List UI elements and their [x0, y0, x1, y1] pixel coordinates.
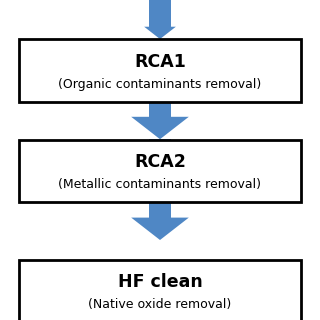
Polygon shape [149, 139, 171, 218]
Text: (Organic contaminants removal): (Organic contaminants removal) [58, 78, 262, 91]
Polygon shape [131, 218, 189, 240]
Text: (Metallic contaminants removal): (Metallic contaminants removal) [59, 179, 261, 191]
FancyBboxPatch shape [19, 260, 301, 320]
Polygon shape [131, 117, 189, 139]
FancyBboxPatch shape [19, 140, 301, 202]
Text: HF clean: HF clean [118, 274, 202, 292]
Text: RCA2: RCA2 [134, 154, 186, 172]
Polygon shape [144, 27, 176, 39]
Text: (Native oxide removal): (Native oxide removal) [88, 299, 232, 311]
Text: RCA1: RCA1 [134, 53, 186, 71]
Polygon shape [149, 0, 171, 27]
Polygon shape [149, 39, 171, 117]
FancyBboxPatch shape [19, 39, 301, 101]
